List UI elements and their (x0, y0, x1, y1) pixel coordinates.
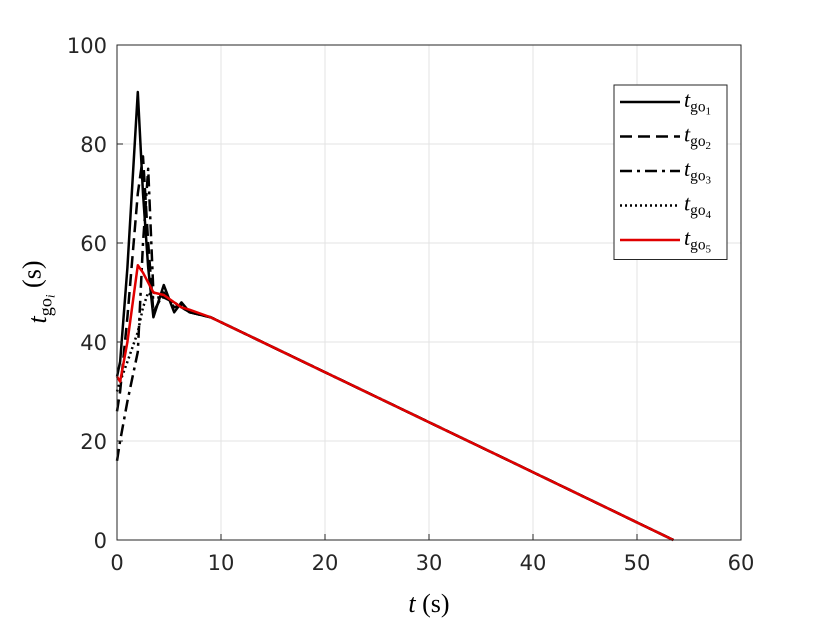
y-tick-label: 80 (80, 133, 107, 157)
series-line (115, 167, 674, 542)
x-tick-label: 50 (624, 551, 651, 575)
legend-label: tgo2 (684, 122, 711, 152)
y-axis-label: tgoi (s) (17, 261, 57, 324)
x-axis-label: t (s) (408, 589, 449, 618)
series-line (115, 264, 674, 542)
x-tick-label: 40 (520, 551, 547, 575)
legend-label: tgo1 (684, 87, 711, 117)
x-tick-label: 30 (416, 551, 443, 575)
x-tick-label: 20 (312, 551, 339, 575)
x-tick-label: 0 (110, 551, 123, 575)
y-tick-label: 20 (80, 430, 107, 454)
y-tick-label: 0 (94, 529, 107, 553)
y-tick-label: 40 (80, 331, 107, 355)
y-tick-label: 100 (67, 34, 107, 58)
legend-label: tgo3 (684, 156, 712, 186)
ticks: 0 10 20 30 40 50 60 0 20 40 60 80 100 (67, 34, 754, 575)
legend-label: tgo4 (684, 191, 712, 221)
x-tick-label: 60 (728, 551, 755, 575)
x-tick-label: 10 (208, 551, 235, 575)
legend-label: tgo5 (684, 225, 712, 255)
y-tick-label: 60 (80, 232, 107, 256)
plot-lines (115, 90, 674, 542)
legend: tgo1 tgo2 tgo3 tgo4 tgo5 (613, 84, 728, 260)
